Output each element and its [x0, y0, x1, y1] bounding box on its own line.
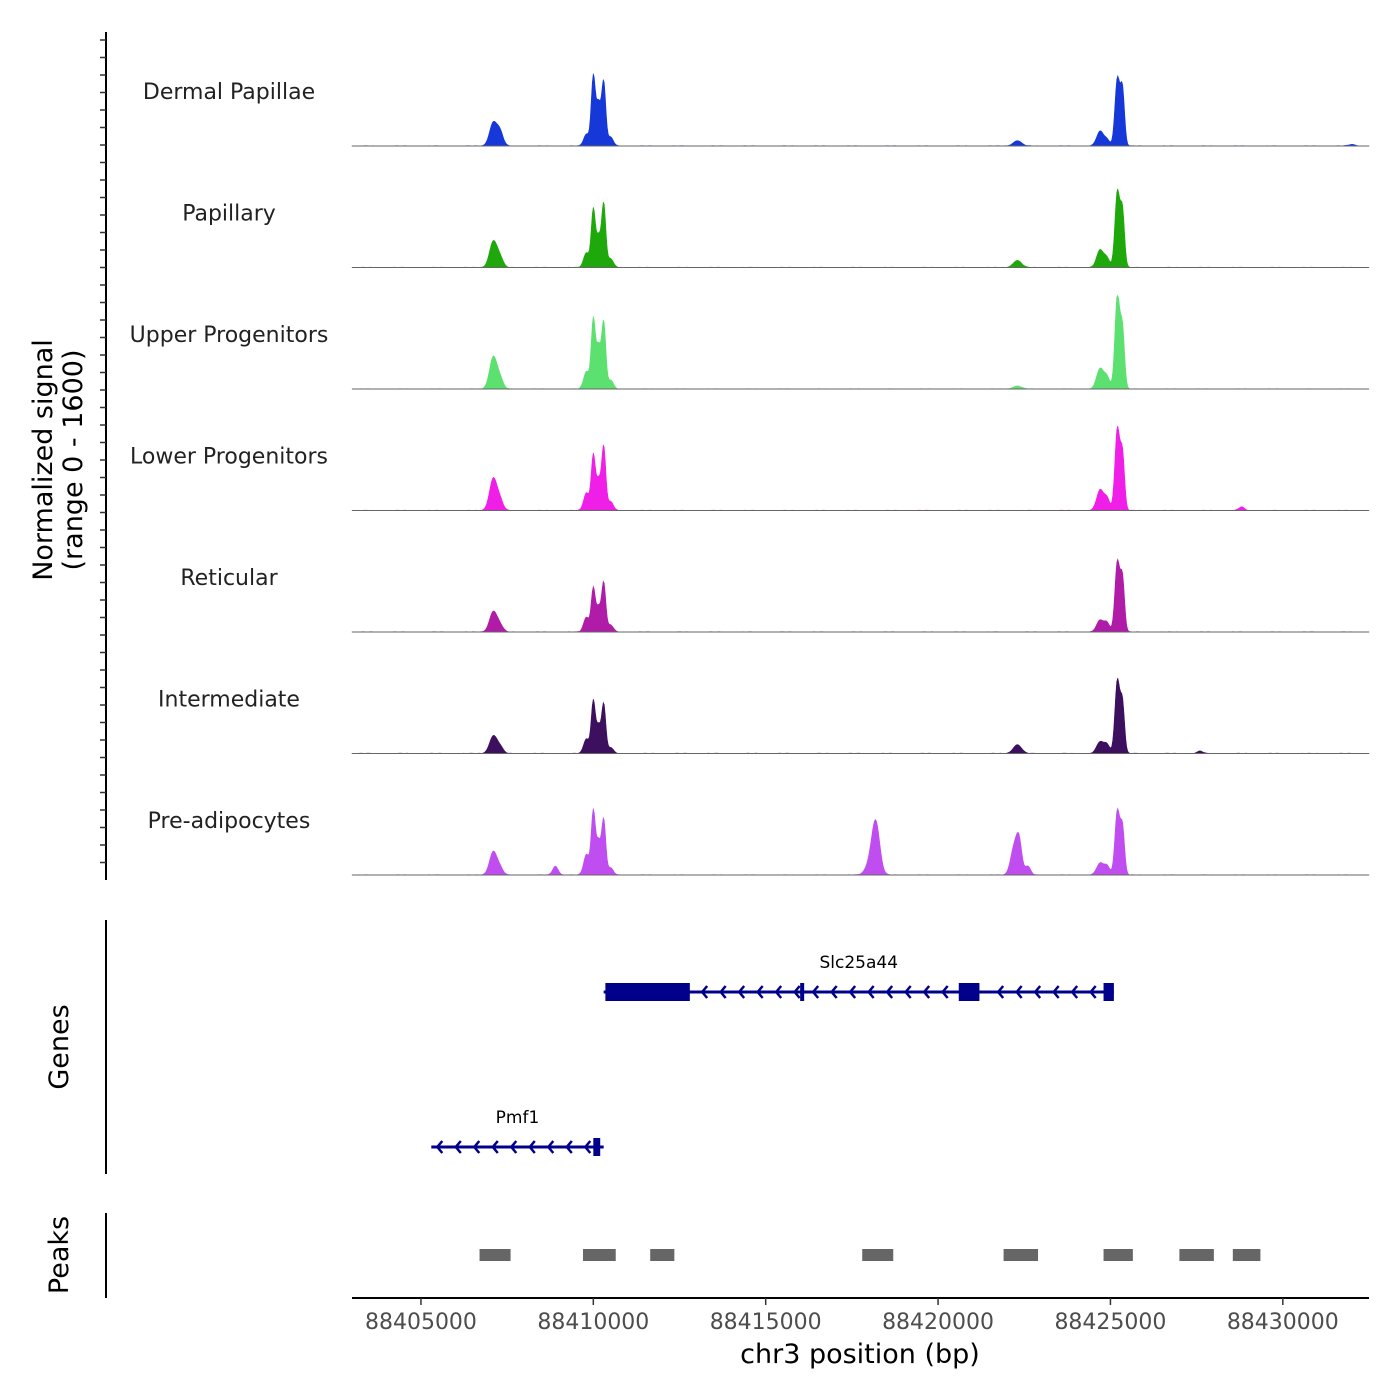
gene-strand-arrow: [454, 1140, 462, 1154]
gene-strand-arrow: [1089, 985, 1097, 999]
x-tick-label: 88420000: [882, 1310, 994, 1335]
gene-label: Slc25a44: [820, 953, 899, 973]
peak-region: [1003, 1249, 1039, 1261]
peak-region: [1232, 1249, 1261, 1261]
track-label: Dermal Papillae: [143, 80, 315, 105]
gene-strand-arrow: [1052, 985, 1060, 999]
gene-strand-arrow: [793, 985, 801, 999]
x-tick-label: 88410000: [537, 1310, 649, 1335]
gene-strand-arrow: [509, 1140, 518, 1154]
gene-strand-arrow: [565, 1140, 573, 1154]
y-axis-title-line1: Normalized signal: [28, 339, 59, 581]
gene-strand-arrow: [811, 985, 820, 999]
gene-strand-arrow: [756, 985, 764, 999]
gene-strand-arrow: [435, 1140, 444, 1154]
track-label: Pre-adipocytes: [148, 809, 311, 834]
gene-strand-arrow: [546, 1140, 555, 1154]
track-signal-area: [351, 807, 1370, 876]
track-6: Pre-adipocytes: [148, 807, 1370, 876]
peak-region: [1179, 1249, 1214, 1261]
gene-strand-arrow: [848, 985, 857, 999]
gene-strand-arrow: [867, 985, 875, 999]
gene-strand-arrow: [700, 985, 709, 999]
genes-track: Slc25a44 Pmf1: [431, 953, 1114, 1156]
peak-region: [862, 1249, 894, 1261]
track-label: Reticular: [180, 566, 278, 591]
track-4: Reticular: [180, 558, 1370, 633]
gene-strand-arrow: [1015, 985, 1023, 999]
track-signal-area: [351, 73, 1370, 147]
peaks-track: [479, 1249, 1261, 1261]
y-axis-title-line2: (range 0 - 1600): [58, 350, 89, 571]
x-tick-label: 88430000: [1227, 1310, 1339, 1335]
gene-exon: [958, 983, 980, 1001]
track-3: Lower Progenitors: [130, 425, 1370, 511]
gene-strand-arrow: [830, 985, 838, 999]
track-signal-area: [351, 294, 1370, 390]
gene-strand-arrow: [922, 985, 931, 999]
gene-exon: [800, 983, 805, 1001]
gene-strand-arrow: [941, 985, 949, 999]
peak-region: [1103, 1249, 1133, 1261]
genes-label: Genes: [44, 1004, 75, 1089]
gene-strand-arrow: [1070, 985, 1079, 999]
track-label: Lower Progenitors: [130, 445, 328, 470]
peak-region: [479, 1249, 511, 1261]
track-5: Intermediate: [158, 677, 1370, 754]
track-label: Intermediate: [158, 688, 300, 713]
gene-strand-arrow: [491, 1140, 499, 1154]
gene-label: Pmf1: [496, 1108, 540, 1128]
gene-exon: [593, 1138, 601, 1156]
gene-strand-arrow: [583, 1140, 592, 1154]
gene-strand-arrow: [719, 985, 727, 999]
x-tick-label: 88415000: [710, 1310, 822, 1335]
x-tick-label: 88425000: [1054, 1310, 1166, 1335]
x-tick-label: 88405000: [365, 1310, 477, 1335]
gene-Slc25a44: Slc25a44: [603, 953, 1114, 1001]
track-signal-area: [351, 425, 1370, 511]
signal-y-axis: [100, 32, 107, 880]
track-2: Upper Progenitors: [130, 294, 1370, 390]
track-signal-area: [351, 558, 1370, 633]
gene-strand-arrow: [996, 985, 1005, 999]
track-signal-area: [351, 188, 1370, 268]
track-0: Dermal Papillae: [143, 73, 1370, 147]
peaks-label: Peaks: [44, 1216, 75, 1294]
gene-strand-arrow: [904, 985, 912, 999]
gene-strand-arrow: [528, 1140, 536, 1154]
track-label: Papillary: [182, 202, 276, 227]
gene-strand-arrow: [472, 1140, 481, 1154]
x-axis-ticks: 88405000 88410000 88415000 88420000 88425000…: [365, 1298, 1339, 1335]
gene-strand-arrow: [885, 985, 894, 999]
gene-strand-arrow: [1033, 985, 1042, 999]
track-1: Papillary: [182, 188, 1370, 268]
gene-strand-arrow: [774, 985, 783, 999]
track-label: Upper Progenitors: [130, 323, 329, 348]
peak-region: [582, 1249, 616, 1261]
gene-exon: [605, 983, 690, 1001]
x-axis-title: chr3 position (bp): [740, 1339, 980, 1370]
gene-Pmf1: Pmf1: [431, 1108, 604, 1156]
track-signal-area: [351, 677, 1370, 754]
signal-tracks: Dermal Papillae Papillary Upper Progenitor…: [130, 73, 1370, 876]
gene-exon: [1103, 983, 1114, 1001]
gene-strand-arrow: [737, 985, 746, 999]
peak-region: [650, 1249, 675, 1261]
